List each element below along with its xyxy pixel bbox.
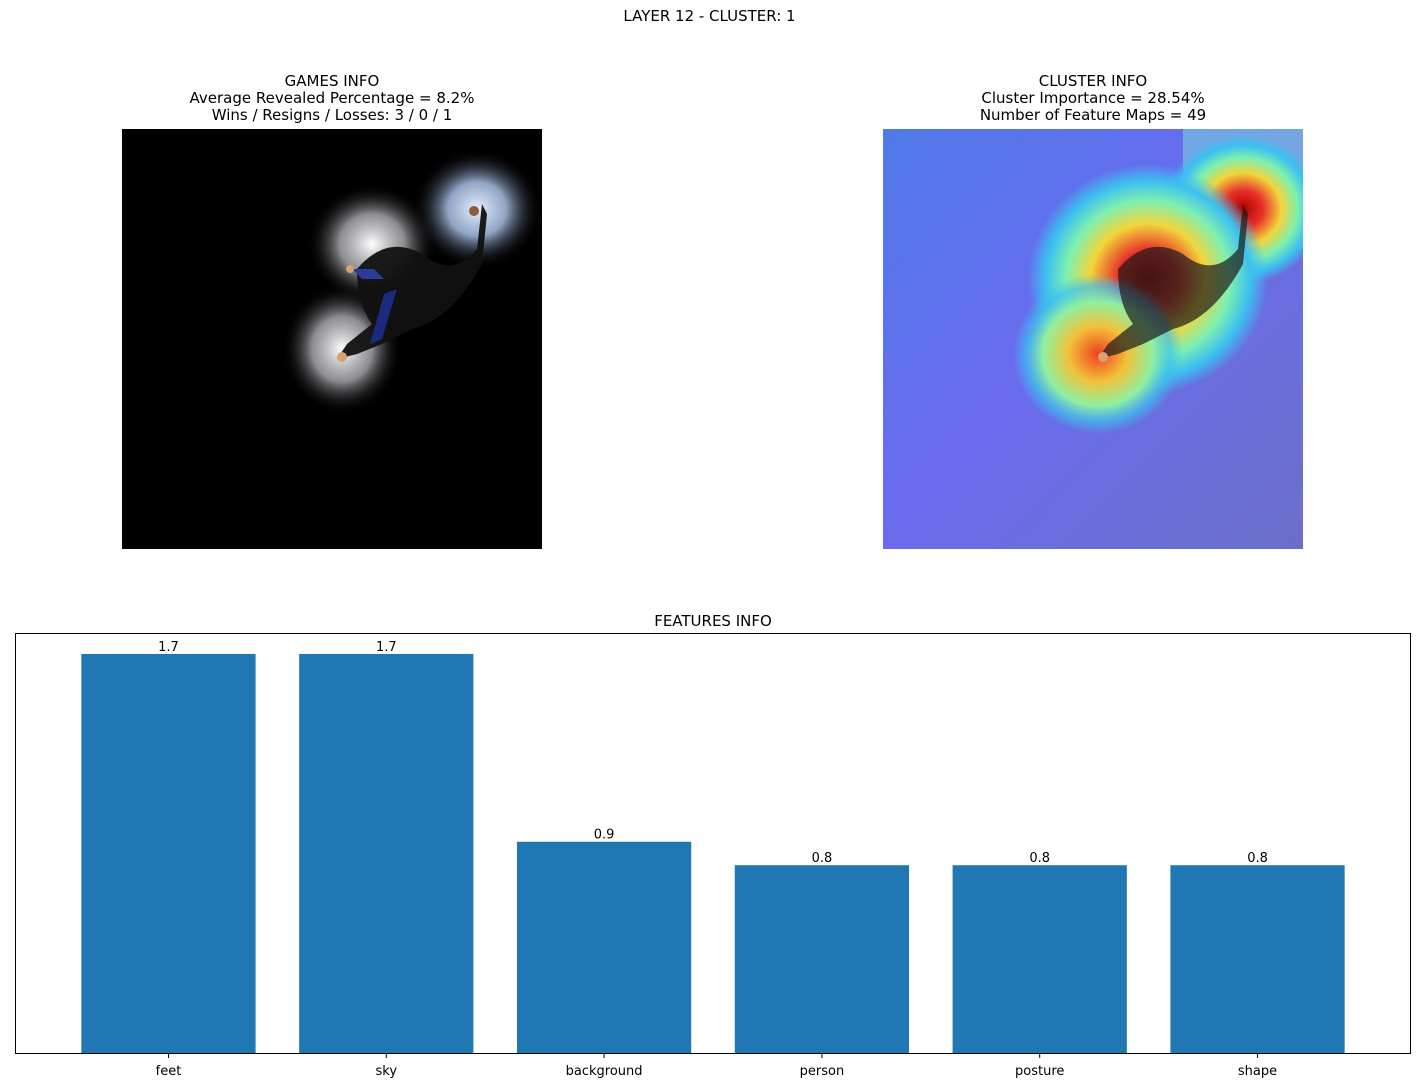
revealed-image [122,129,542,549]
bar-background [516,841,692,1053]
x-tick-label-sky: sky [376,1064,398,1079]
heatmap-image [883,129,1303,549]
games-info-revealed: Average Revealed Percentage = 8.2% [189,89,475,107]
bar-value-label-shape: 0.8 [1247,851,1268,866]
x-tick-label-shape: shape [1238,1064,1277,1079]
bar-value-label-background: 0.9 [594,828,615,843]
figure-suptitle: LAYER 12 - CLUSTER: 1 [623,7,796,25]
chart-title: FEATURES INFO [654,612,772,630]
games-info-title-block: GAMES INFO Average Revealed Percentage =… [122,73,542,124]
x-tick-label-feet: feet [156,1064,182,1079]
bar-person [734,865,910,1053]
bar-value-label-sky: 1.7 [376,640,397,655]
x-tick-label-background: background [566,1064,643,1079]
cluster-info-importance: Cluster Importance = 28.54% [981,89,1205,107]
bar-value-label-person: 0.8 [812,851,833,866]
cluster-info-feature-maps: Number of Feature Maps = 49 [979,106,1207,124]
bar-value-label-feet: 1.7 [158,640,179,655]
cluster-info-title: CLUSTER INFO [1038,72,1148,90]
x-tick-label-person: person [800,1064,845,1079]
bar-value-label-posture: 0.8 [1029,851,1050,866]
x-tick-label-posture: posture [1015,1064,1064,1079]
bar-shape [1170,865,1345,1053]
bar-feet [81,653,256,1053]
heatmap-image-panel [883,129,1303,549]
bar-posture [952,865,1127,1053]
games-info-title: GAMES INFO [284,72,380,90]
cluster-info-title-block: CLUSTER INFO Cluster Importance = 28.54%… [883,73,1303,124]
revealed-image-panel [122,129,542,549]
bar-sky [299,653,474,1053]
games-info-results: Wins / Resigns / Losses: 3 / 0 / 1 [211,106,453,124]
plot-frame [15,633,1411,1054]
